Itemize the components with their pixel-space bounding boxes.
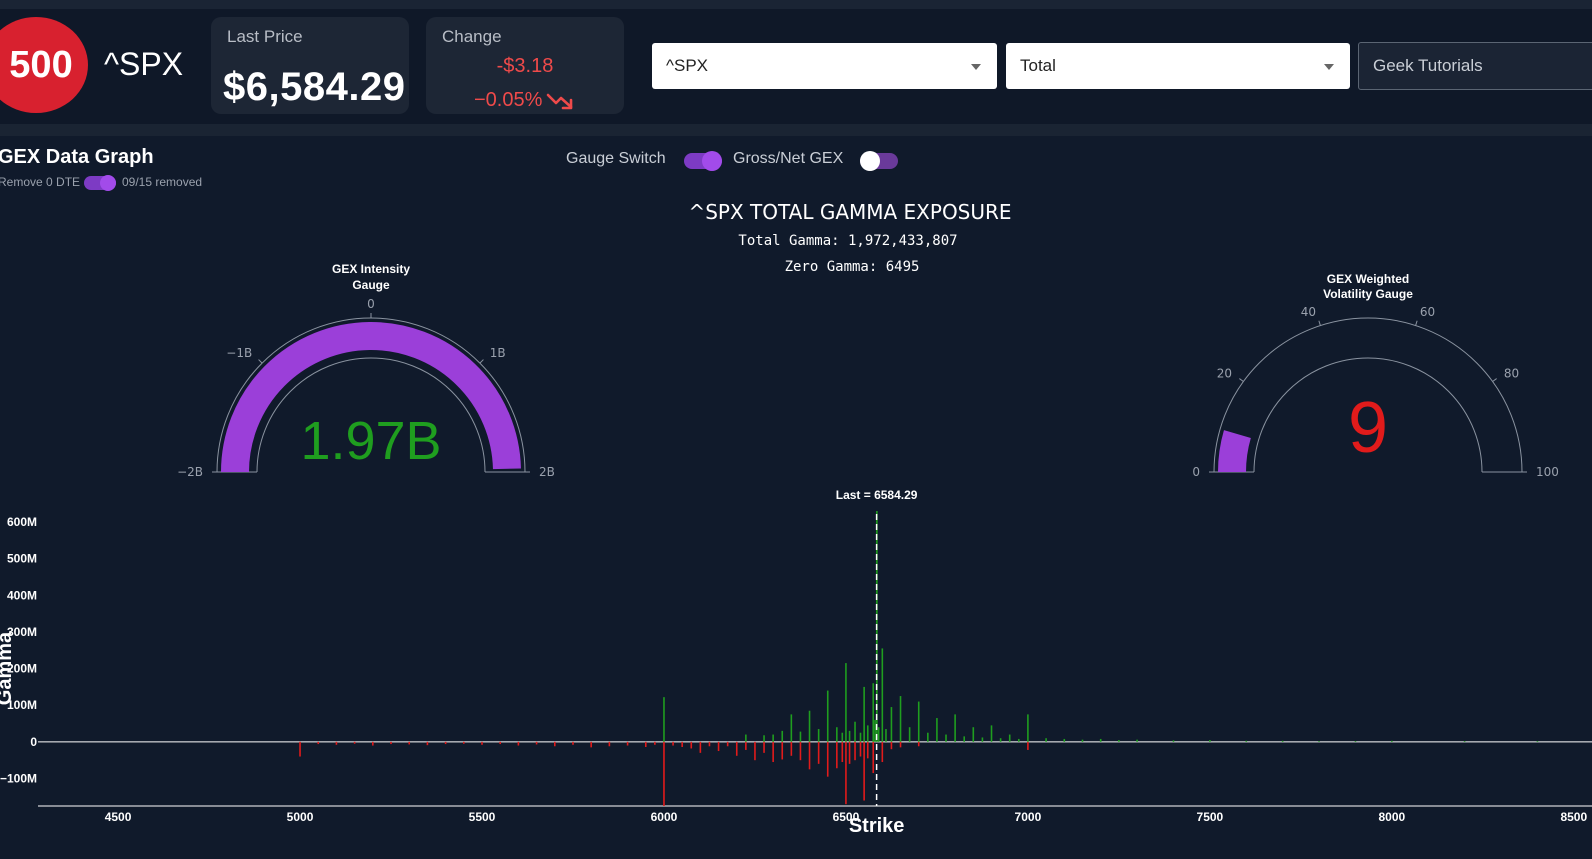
gauge-title-line: Volatility Gauge (1323, 287, 1413, 301)
zero-gamma-text: Zero Gamma: 6495 (785, 259, 920, 275)
last-price-card: Last Price $6,584.29 (211, 17, 409, 114)
gamma-bar-chart: 600M 500M 400M 300M 200M 100M 0 −100M 4500 5000 55… (0, 488, 1592, 837)
type-select[interactable]: Total (1006, 43, 1350, 89)
symbol-select[interactable]: ^SPX (652, 43, 997, 89)
gauge-tick-label: 20 (1217, 366, 1232, 380)
y-axis-label: Gamma (0, 631, 16, 705)
x-tick-label: 4500 (105, 810, 132, 824)
gauge-tick-label: −2B (177, 465, 203, 479)
gauge-tick-label: 2B (539, 465, 555, 479)
geek-tutorials-button[interactable]: Geek Tutorials (1358, 42, 1592, 90)
gauge-title-line: Gauge (352, 278, 390, 292)
gauge-outer-track (1213, 317, 1523, 473)
remove-0dte-toggle[interactable] (84, 175, 116, 191)
change-label: Change (442, 27, 502, 46)
gauge-title-line: GEX Weighted (1327, 272, 1409, 286)
remove-0dte-label: Remove 0 DTE (0, 175, 81, 189)
geek-tutorials-label: Geek Tutorials (1373, 56, 1483, 75)
y-tick-label: 0 (30, 735, 37, 749)
volatility-gauge: GEX Weighted Volatility Gauge 9 0 20 40 60 8… (1192, 272, 1559, 479)
gauge-tick (258, 359, 263, 364)
gauge-value: 9 (1348, 388, 1388, 468)
gauge-value-bar (221, 322, 521, 473)
x-tick-label: 5500 (469, 810, 496, 824)
y-tick-label: 400M (7, 588, 37, 602)
gauge-tick-label: 1B (490, 346, 506, 360)
logo-text: 500 (9, 43, 73, 86)
x-axis-label: Strike (849, 815, 905, 837)
gauge-tick (1318, 320, 1321, 326)
last-price-label: Last Price (227, 27, 303, 46)
ticker-label: ^SPX (104, 46, 184, 82)
change-pct-value: −0.05% (474, 89, 543, 111)
section-divider (0, 124, 1592, 136)
gauge-value: 1.97B (300, 411, 441, 471)
gauge-title-line: GEX Intensity (332, 262, 410, 276)
x-tick-label: 6500 (833, 810, 860, 824)
chevron-down-icon (971, 64, 981, 70)
y-tick-label: 200M (7, 662, 37, 676)
gauge-value-bar (1218, 430, 1251, 473)
logo[interactable]: 500 (0, 17, 88, 113)
y-tick-label: −100M (0, 772, 37, 786)
y-tick-label: 300M (7, 625, 37, 639)
gauge-switch-toggle[interactable] (684, 151, 722, 171)
gauge-tick-label: 100 (1536, 465, 1559, 479)
y-tick-label: 500M (7, 552, 37, 566)
x-tick-label: 7500 (1197, 810, 1224, 824)
change-card: Change -$3.18 −0.05% (426, 17, 624, 114)
x-tick-label: 8500 (1560, 810, 1587, 824)
change-abs-value: -$3.18 (496, 55, 554, 77)
y-tick-label: 600M (7, 515, 37, 529)
y-tick-label: 100M (7, 698, 37, 712)
gauge-tick (1415, 320, 1418, 326)
gauge-tick-label: 40 (1301, 305, 1316, 319)
gauge-tick (479, 359, 484, 364)
gauge-tick-label: 80 (1504, 366, 1519, 380)
toggle-knob (860, 151, 880, 171)
last-price-label: Last = 6584.29 (836, 488, 918, 502)
total-gamma-text: Total Gamma: 1,972,433,807 (738, 233, 957, 249)
gauge-tick (1239, 378, 1244, 382)
type-select-value: Total (1020, 56, 1056, 75)
gauge-tick (1492, 378, 1497, 382)
x-tick-label: 8000 (1378, 810, 1405, 824)
gauge-tick-label: −1B (226, 346, 252, 360)
gex-chart-area: ^SPX TOTAL GAMMA EXPOSURE Total Gamma: 1… (0, 200, 1592, 837)
gauge-outer-track (216, 317, 526, 473)
gross-net-toggle[interactable] (860, 151, 898, 171)
gauge-switch-label: Gauge Switch (566, 150, 666, 167)
x-tick-label: 5000 (287, 810, 314, 824)
chevron-down-icon (1324, 64, 1334, 70)
x-tick-label: 6000 (651, 810, 678, 824)
toggle-knob (100, 175, 116, 191)
toggle-knob (702, 151, 722, 171)
trending-down-icon (546, 93, 573, 110)
top-strip (0, 0, 1592, 9)
chart-title: ^SPX TOTAL GAMMA EXPOSURE (688, 200, 1011, 224)
gauge-tick-label: 60 (1420, 305, 1435, 319)
gross-net-label: Gross/Net GEX (733, 150, 844, 167)
x-tick-label: 7000 (1015, 810, 1042, 824)
gauge-inner-track (256, 357, 486, 473)
gauge-tick-label: 0 (1192, 465, 1200, 479)
gauge-inner-track (1253, 357, 1483, 473)
gex-intensity-gauge: GEX Intensity Gauge 1.97B −2B −1B 0 1B 2B (177, 262, 555, 479)
gauge-tick-label: 0 (367, 297, 375, 311)
panel-title: GEX Data Graph (0, 146, 154, 168)
symbol-select-value: ^SPX (666, 56, 708, 75)
last-price-value: $6,584.29 (223, 65, 406, 109)
removed-note: 09/15 removed (122, 175, 203, 189)
